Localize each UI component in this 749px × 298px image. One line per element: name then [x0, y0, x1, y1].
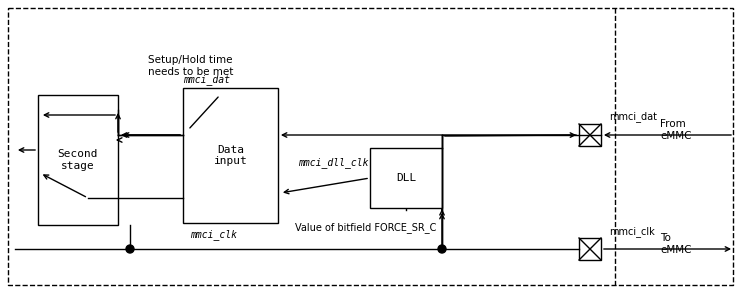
- Text: mmci_dat: mmci_dat: [183, 74, 230, 85]
- Text: From
eMMC: From eMMC: [660, 119, 691, 141]
- Text: mmci_dll_clk: mmci_dll_clk: [298, 157, 369, 168]
- Bar: [370, 148, 442, 208]
- Bar: [183, 88, 278, 223]
- Text: To
eMMC: To eMMC: [660, 233, 691, 255]
- Text: Value of bitfield FORCE_SR_C: Value of bitfield FORCE_SR_C: [295, 222, 437, 233]
- Text: Setup/Hold time
needs to be met: Setup/Hold time needs to be met: [148, 55, 234, 77]
- Text: mmci_clk: mmci_clk: [190, 229, 237, 240]
- Circle shape: [438, 245, 446, 253]
- Text: DLL: DLL: [396, 173, 416, 183]
- Bar: [38, 95, 118, 225]
- Bar: [579, 238, 601, 260]
- Text: Data
input: Data input: [213, 145, 247, 166]
- Circle shape: [126, 245, 134, 253]
- Text: mmci_clk: mmci_clk: [609, 226, 655, 237]
- Text: Second
stage: Second stage: [58, 149, 98, 171]
- Bar: [579, 124, 601, 146]
- Text: mmci_dat: mmci_dat: [609, 111, 657, 122]
